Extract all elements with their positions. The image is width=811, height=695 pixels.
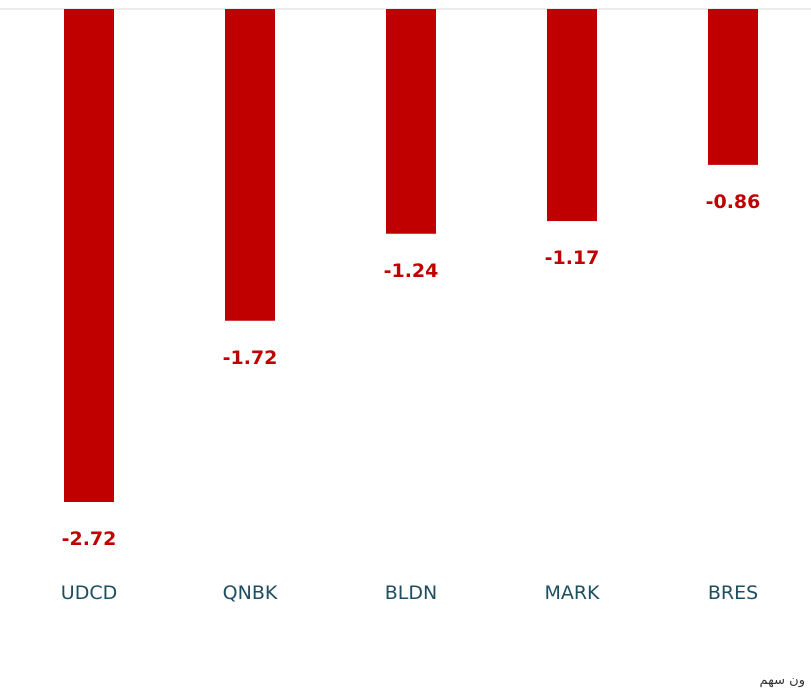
category-label-qnbk: QNBK <box>223 582 278 604</box>
data-label-mark: -1.17 <box>545 247 600 269</box>
bar-bres <box>708 9 758 165</box>
data-label-udcd: -2.72 <box>62 528 117 550</box>
category-labels-group: UDCD QNBK BLDN MARK BRES <box>61 582 758 604</box>
data-label-bldn: -1.24 <box>384 260 439 282</box>
footer-text: ون سهم <box>759 673 806 688</box>
data-label-bres: -0.86 <box>706 191 761 213</box>
category-label-mark: MARK <box>544 582 600 604</box>
bar-qnbk <box>225 9 275 321</box>
bar-bldn <box>386 9 436 234</box>
data-labels-group: -2.72 -1.72 -1.24 -1.17 -0.86 <box>62 191 761 550</box>
category-label-bres: BRES <box>708 582 758 604</box>
bar-mark <box>547 9 597 222</box>
bars-group <box>64 9 758 502</box>
category-label-udcd: UDCD <box>61 582 117 604</box>
bar-udcd <box>64 9 114 502</box>
data-label-qnbk: -1.72 <box>223 347 278 369</box>
category-label-bldn: BLDN <box>385 582 437 604</box>
